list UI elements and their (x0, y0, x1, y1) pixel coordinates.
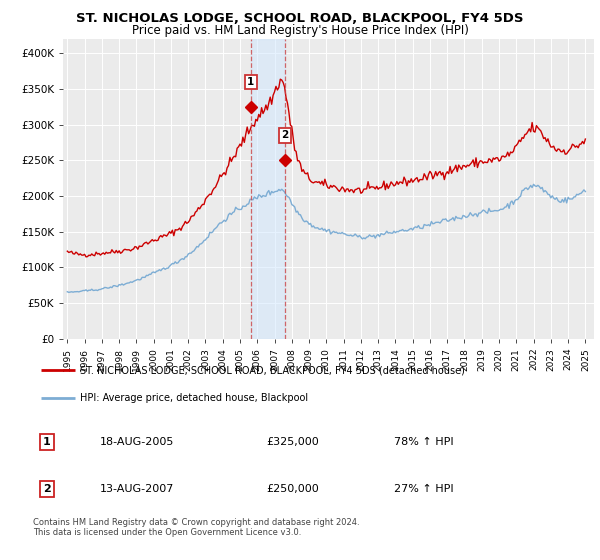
Text: 2: 2 (43, 484, 51, 494)
Text: £250,000: £250,000 (266, 484, 319, 494)
Text: HPI: Average price, detached house, Blackpool: HPI: Average price, detached house, Blac… (80, 393, 308, 403)
Text: 78% ↑ HPI: 78% ↑ HPI (394, 437, 454, 447)
Text: 13-AUG-2007: 13-AUG-2007 (100, 484, 174, 494)
Text: 2: 2 (281, 130, 289, 141)
Bar (251, 39, 285, 339)
Text: Contains HM Land Registry data © Crown copyright and database right 2024.
This d: Contains HM Land Registry data © Crown c… (33, 518, 359, 538)
Text: 1: 1 (43, 437, 51, 447)
Text: 1: 1 (247, 77, 254, 87)
Text: 18-AUG-2005: 18-AUG-2005 (100, 437, 174, 447)
Text: £325,000: £325,000 (266, 437, 319, 447)
Text: ST. NICHOLAS LODGE, SCHOOL ROAD, BLACKPOOL, FY4 5DS (detached house): ST. NICHOLAS LODGE, SCHOOL ROAD, BLACKPO… (80, 366, 465, 375)
Text: 27% ↑ HPI: 27% ↑ HPI (394, 484, 454, 494)
Text: ST. NICHOLAS LODGE, SCHOOL ROAD, BLACKPOOL, FY4 5DS: ST. NICHOLAS LODGE, SCHOOL ROAD, BLACKPO… (76, 12, 524, 25)
Text: Price paid vs. HM Land Registry's House Price Index (HPI): Price paid vs. HM Land Registry's House … (131, 24, 469, 37)
